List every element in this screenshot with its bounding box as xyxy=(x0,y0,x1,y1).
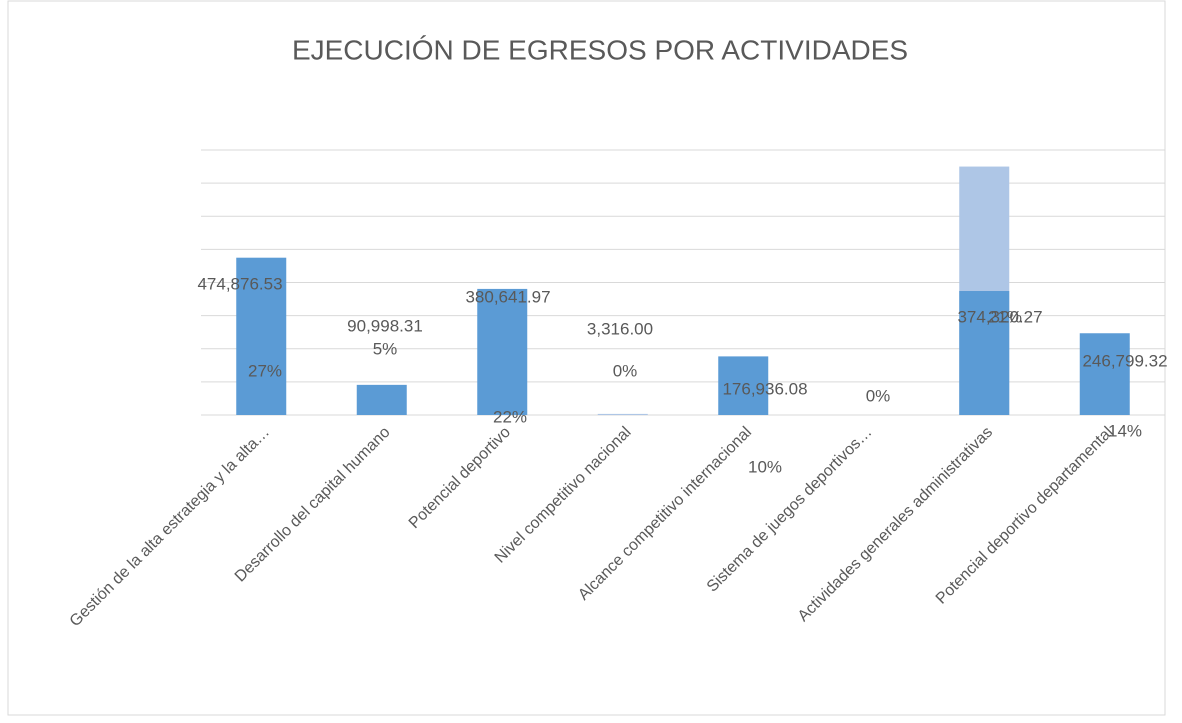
percent-label: 5% xyxy=(373,339,398,358)
bar xyxy=(597,413,648,415)
bar xyxy=(959,291,1010,415)
bar xyxy=(477,288,528,415)
percent-label: 21% xyxy=(988,307,1022,326)
data-label: 246,799.32 xyxy=(1082,351,1167,370)
percent-label: 27% xyxy=(248,361,282,380)
data-label: 176,936.08 xyxy=(722,379,807,398)
percent-label: 10% xyxy=(748,457,782,476)
percent-label: 0% xyxy=(613,361,638,380)
bar xyxy=(236,257,287,415)
percent-label: 22% xyxy=(493,407,527,426)
percent-label: 14% xyxy=(1108,421,1142,440)
data-label: 3,316.00 xyxy=(587,319,653,338)
percent-label: 0% xyxy=(866,386,891,405)
data-label: 90,998.31 xyxy=(347,316,423,335)
data-label: 474,876.53 xyxy=(197,274,282,293)
data-label: 374,320.27 xyxy=(957,307,1042,326)
data-label: 380,641.97 xyxy=(465,287,550,306)
chart-title: EJECUCIÓN DE EGRESOS POR ACTIVIDADES xyxy=(292,34,908,65)
bar xyxy=(1079,333,1130,415)
bar xyxy=(718,356,769,415)
bar xyxy=(356,384,407,415)
